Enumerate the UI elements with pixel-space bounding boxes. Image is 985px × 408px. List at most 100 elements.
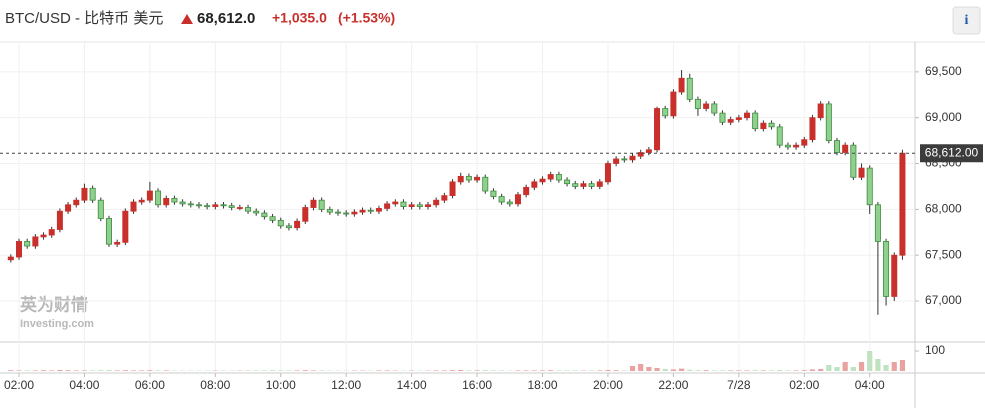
volume-bar xyxy=(499,370,505,371)
candle-body xyxy=(441,195,448,201)
candle-body xyxy=(670,91,677,117)
volume-bar xyxy=(638,364,644,371)
volume-bar xyxy=(49,370,55,371)
candle-body xyxy=(596,181,603,187)
candle-body xyxy=(155,190,162,206)
volume-bar xyxy=(8,370,14,371)
candle-body xyxy=(752,112,759,130)
volume-bar xyxy=(286,370,292,371)
candle-body xyxy=(335,211,342,214)
candle-body xyxy=(776,126,783,146)
volume-bar xyxy=(785,370,791,371)
volume-bar xyxy=(875,359,881,371)
candle-body xyxy=(122,210,129,243)
candle-body xyxy=(359,209,366,213)
x-tick-label: 18:00 xyxy=(528,378,558,392)
candle-body xyxy=(490,190,497,197)
candle-body xyxy=(604,163,611,183)
x-tick-label: 14:00 xyxy=(397,378,427,392)
x-tick-label: 02:00 xyxy=(4,378,34,392)
candle-body xyxy=(392,201,399,205)
candle-body xyxy=(187,203,194,206)
candle-body xyxy=(302,207,309,222)
candle-body xyxy=(294,220,301,229)
x-tick-label: 04:00 xyxy=(855,378,885,392)
volume-bar xyxy=(654,368,660,371)
candle-body xyxy=(424,204,431,208)
candle-body xyxy=(531,181,538,188)
candle-body xyxy=(105,218,112,245)
volume-bar xyxy=(629,366,636,371)
candle-body xyxy=(883,241,890,297)
candle-body xyxy=(138,199,145,203)
candle-body xyxy=(449,181,456,197)
candle-body xyxy=(694,98,701,109)
volume-bar xyxy=(809,369,816,371)
volume-bar xyxy=(441,370,447,371)
volume-bar xyxy=(294,370,300,371)
x-tick-label: 08:00 xyxy=(200,378,230,392)
candle-body xyxy=(809,117,816,141)
candle-body xyxy=(711,103,718,114)
candle-body xyxy=(547,174,554,180)
info-icon[interactable]: i xyxy=(965,13,969,28)
volume-bar xyxy=(114,370,120,371)
candle-body xyxy=(56,210,63,230)
volume-bar xyxy=(613,370,619,371)
volume-bar xyxy=(57,370,63,371)
candle-body xyxy=(408,204,415,208)
volume-bar xyxy=(122,370,128,371)
candle-body xyxy=(564,179,571,185)
candle-body xyxy=(40,234,47,238)
x-tick-label: 7/28 xyxy=(727,378,751,392)
candle-body xyxy=(703,103,710,109)
volume-bar xyxy=(605,370,611,371)
volume-bar xyxy=(736,370,742,371)
candle-body xyxy=(7,256,14,261)
candle-body xyxy=(277,219,284,227)
candle-body xyxy=(465,175,472,181)
candle-body xyxy=(850,144,857,178)
candle-body xyxy=(793,144,800,148)
volume-bar xyxy=(482,370,488,371)
volume-bar xyxy=(752,370,758,371)
volume-bar xyxy=(646,367,652,371)
volume-bar xyxy=(245,370,251,371)
candle-body xyxy=(686,77,693,100)
up-arrow xyxy=(181,14,193,24)
volume-bar xyxy=(16,370,22,371)
candle-body xyxy=(637,152,644,157)
candle-body xyxy=(727,119,734,123)
candle-body xyxy=(514,194,521,205)
volume-bar xyxy=(597,370,603,371)
x-tick-label: 16:00 xyxy=(462,378,492,392)
volume-bar xyxy=(899,360,906,371)
volume-bar xyxy=(81,370,88,371)
candle-body xyxy=(866,167,873,206)
change: +1,035.0 xyxy=(272,10,327,26)
candle-body xyxy=(825,103,832,141)
candle-body xyxy=(539,178,546,183)
candle-body xyxy=(245,207,252,212)
candle-body xyxy=(130,201,137,212)
candle-body xyxy=(474,176,481,181)
candle-body xyxy=(506,201,513,205)
info-button[interactable] xyxy=(952,6,981,35)
volume-bar xyxy=(760,370,766,371)
volume-bar xyxy=(711,370,717,371)
volume-bar xyxy=(458,370,464,371)
y-tick-label: 69,500 xyxy=(925,64,962,78)
volume-bar xyxy=(564,370,570,371)
volume-bar xyxy=(32,370,38,371)
candle-body xyxy=(858,167,865,178)
candle-body xyxy=(285,225,292,229)
volume-bar xyxy=(253,370,259,371)
volume-bar xyxy=(155,370,161,371)
volume-bar xyxy=(523,370,529,371)
plot: 02:00 04:00 06:00 08:00 10:00 12:00 14:00 16:00… xyxy=(0,42,983,392)
candle-body xyxy=(744,112,751,119)
candle-body xyxy=(768,122,775,128)
y-tick-label: 69,000 xyxy=(925,110,962,124)
candle-body xyxy=(228,205,235,208)
